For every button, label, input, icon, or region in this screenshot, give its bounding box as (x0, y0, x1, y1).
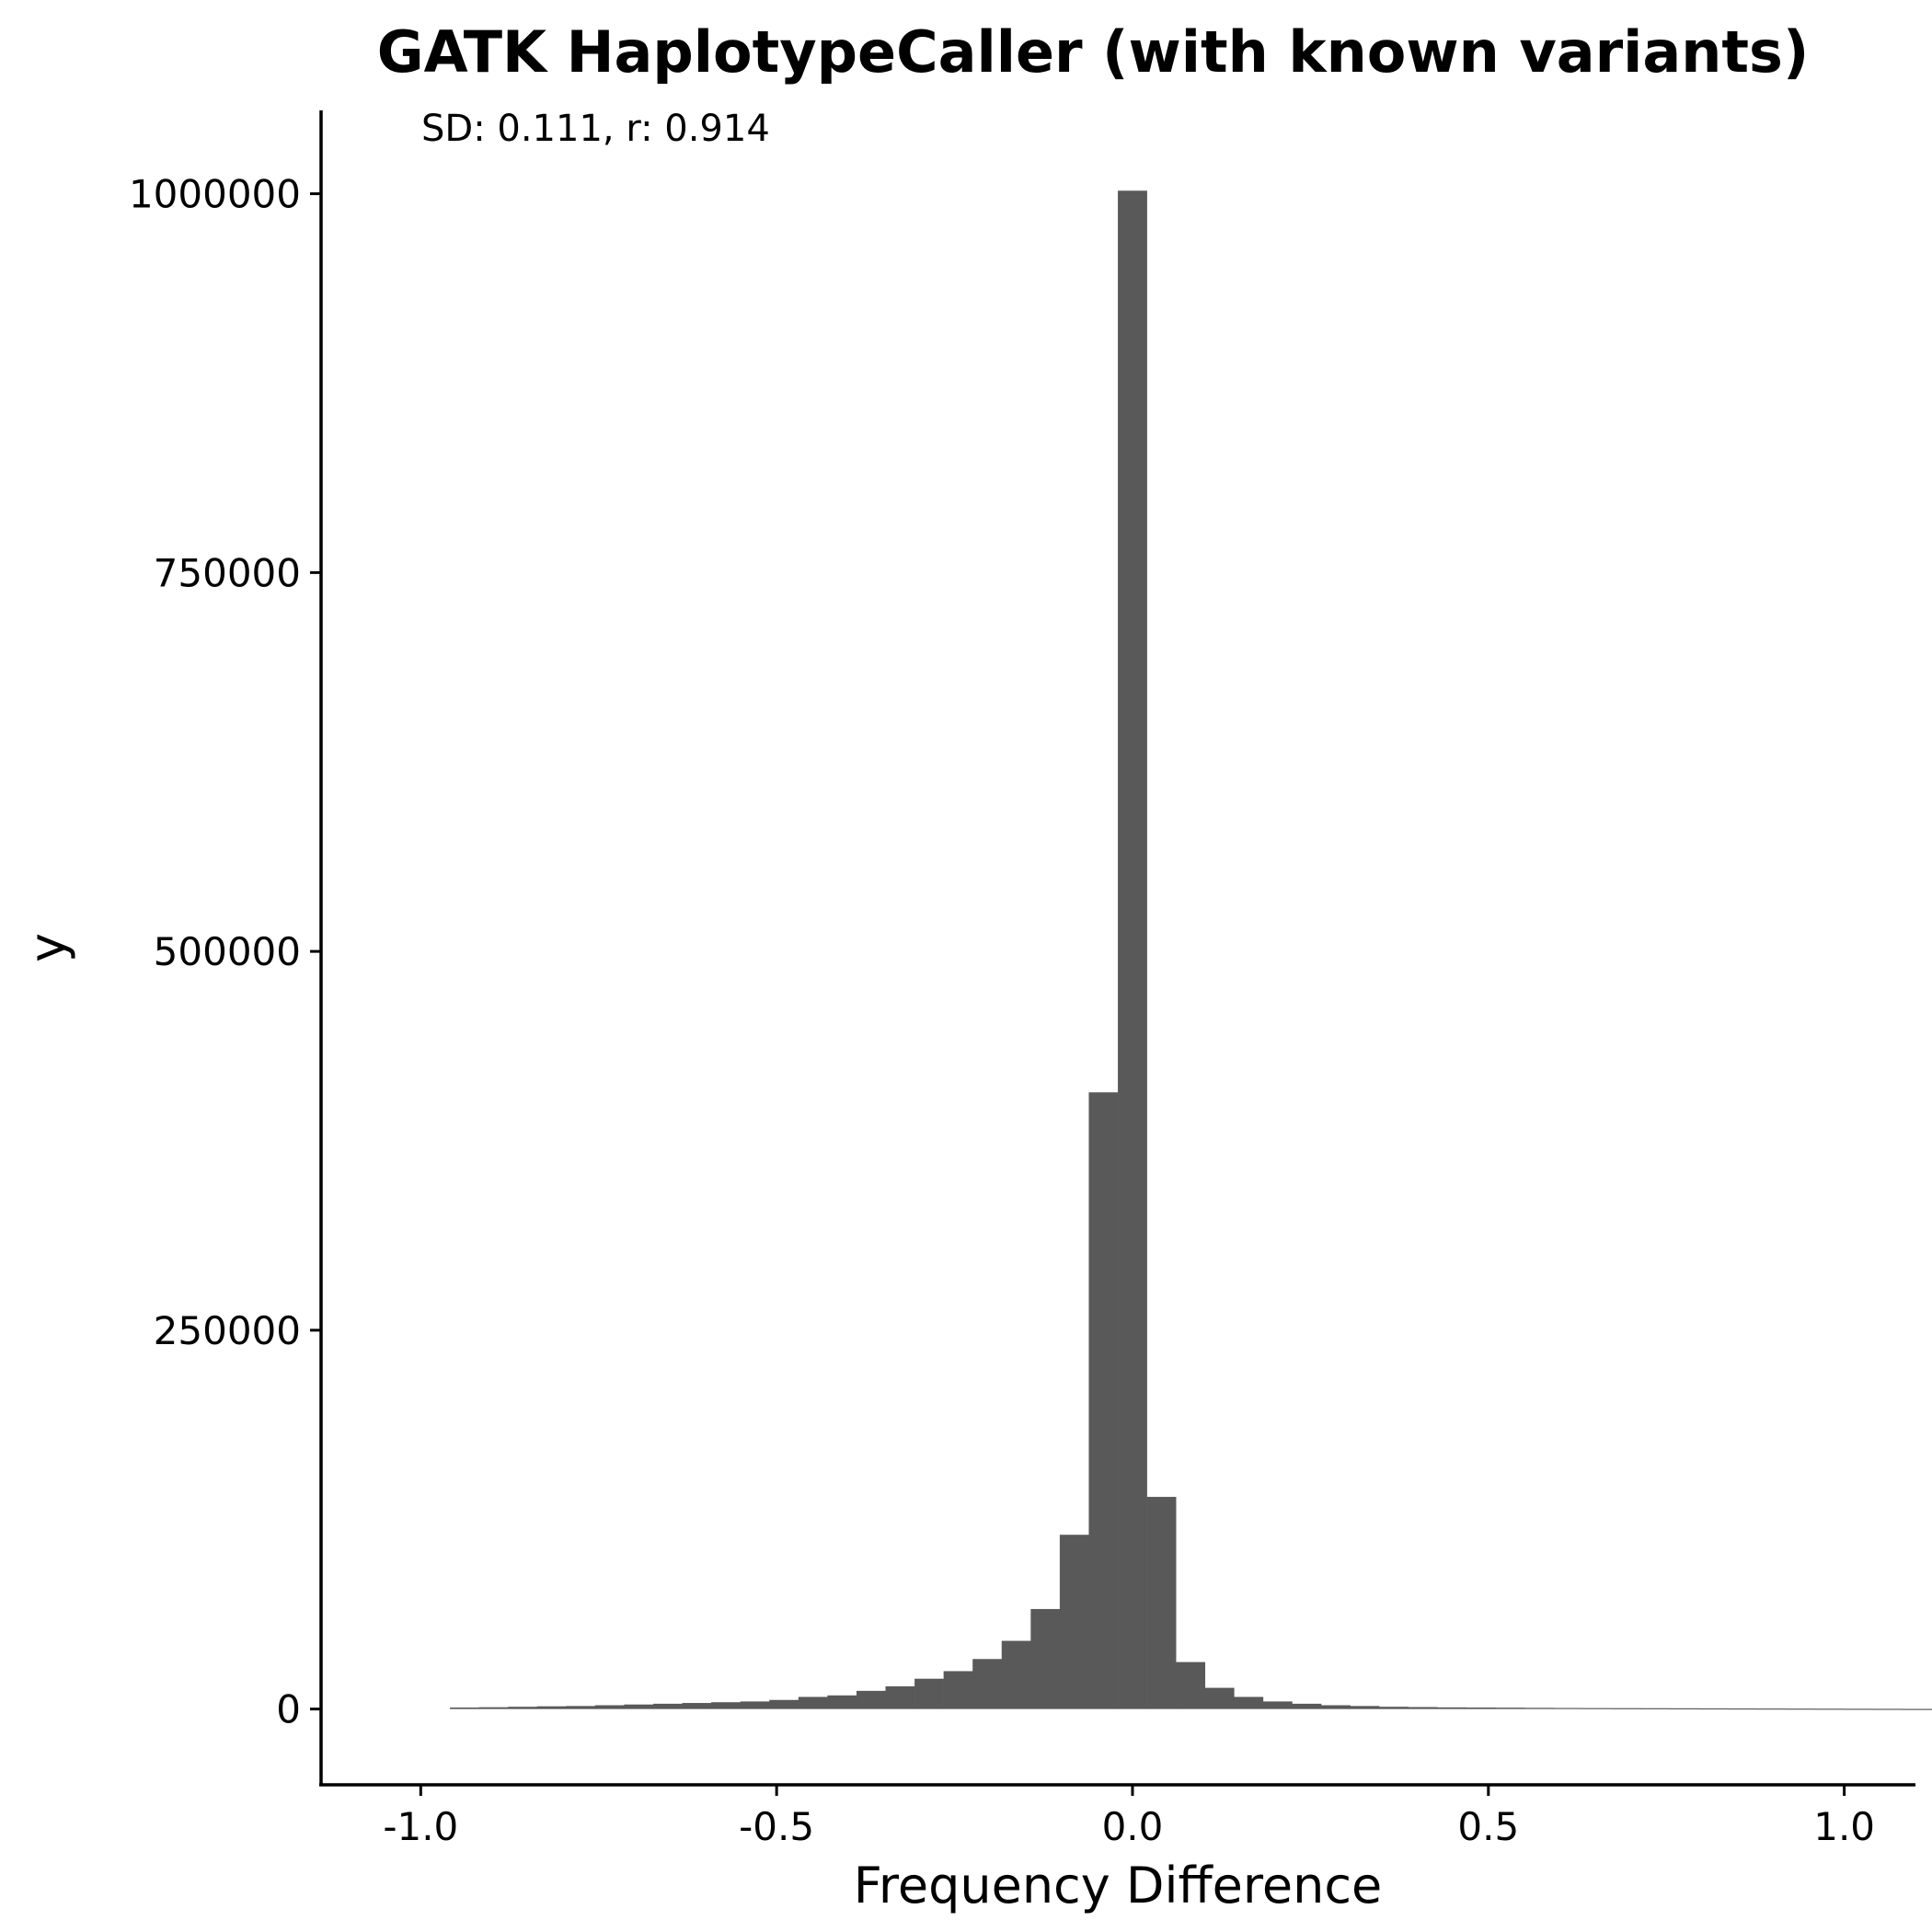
y-axis-title: y (18, 933, 76, 962)
x-tick-label: 0.5 (1457, 1804, 1519, 1849)
histogram-bar (740, 1701, 770, 1709)
histogram-bar (508, 1707, 538, 1709)
histogram-bar (1292, 1703, 1322, 1709)
histogram-bar (1698, 1708, 1729, 1710)
histogram-bar (827, 1695, 857, 1709)
x-tick-label: 0.0 (1102, 1804, 1164, 1849)
histogram-bar (1756, 1708, 1787, 1710)
histogram-bar (1350, 1706, 1380, 1709)
histogram-bar (914, 1678, 944, 1709)
histogram-bar (856, 1690, 886, 1709)
histogram-bar (1320, 1705, 1351, 1709)
histogram-bar (1001, 1640, 1031, 1709)
histogram-bar (1902, 1708, 1932, 1710)
bars-group (450, 190, 1932, 1710)
y-tick-label: 750000 (154, 550, 301, 595)
histogram-bar (624, 1704, 654, 1709)
histogram-bar (1379, 1707, 1409, 1709)
histogram-bar (1176, 1662, 1206, 1709)
histogram-bar (536, 1706, 567, 1709)
histogram-bar (1408, 1707, 1438, 1709)
histogram-bar (711, 1702, 741, 1709)
histogram-bar (652, 1703, 683, 1709)
y-tick-label: 500000 (154, 929, 301, 974)
histogram-bar (1466, 1708, 1496, 1709)
histogram-bar (769, 1699, 799, 1709)
y-axis-ticks: 0 250000 500000 750000 1000000 (129, 172, 321, 1732)
histogram-bar (1640, 1708, 1671, 1709)
y-tick-label: 0 (276, 1687, 301, 1732)
histogram-bar (1234, 1696, 1264, 1709)
histogram-bar (1611, 1708, 1641, 1709)
histogram-bar (1727, 1708, 1757, 1710)
histogram-bar (1118, 190, 1147, 1709)
histogram-bar (885, 1685, 915, 1709)
histogram-bar (1669, 1708, 1699, 1710)
histogram-bar (1059, 1535, 1089, 1709)
histogram-bar (1146, 1497, 1177, 1709)
histogram-bar (972, 1659, 1003, 1709)
histogram-bar (1030, 1608, 1061, 1709)
y-tick-label: 1000000 (129, 172, 301, 217)
histogram-bar (798, 1696, 828, 1709)
x-tick-label: 1.0 (1813, 1804, 1875, 1849)
stats-annotation: SD: 0.111, r: 0.914 (421, 108, 770, 150)
histogram-bar (1582, 1708, 1612, 1709)
histogram-bar (594, 1705, 625, 1709)
x-axis-title: Frequency Difference (854, 1857, 1383, 1915)
histogram-bar (1844, 1708, 1874, 1710)
histogram-bar (478, 1707, 509, 1709)
y-tick-label: 250000 (154, 1308, 301, 1353)
histogram-bar (682, 1703, 712, 1709)
x-tick-label: -1.0 (383, 1804, 458, 1849)
histogram-bar (1786, 1708, 1815, 1710)
histogram-bar (566, 1706, 596, 1709)
histogram-bar (1930, 1708, 1932, 1710)
x-axis-ticks: -1.0 -0.5 0.0 0.5 1.0 (383, 1785, 1875, 1849)
histogram-bar (1437, 1707, 1467, 1709)
x-tick-label: -0.5 (739, 1804, 814, 1849)
histogram-bar (450, 1708, 479, 1709)
histogram-bar (1814, 1708, 1845, 1710)
histogram-bar (1262, 1701, 1293, 1709)
histogram-bar (943, 1671, 973, 1709)
chart-title: GATK HaplotypeCaller (with known variant… (377, 18, 1810, 86)
histogram-bar (1088, 1092, 1119, 1709)
histogram-bar (1872, 1708, 1903, 1710)
histogram-bar (1204, 1687, 1235, 1709)
